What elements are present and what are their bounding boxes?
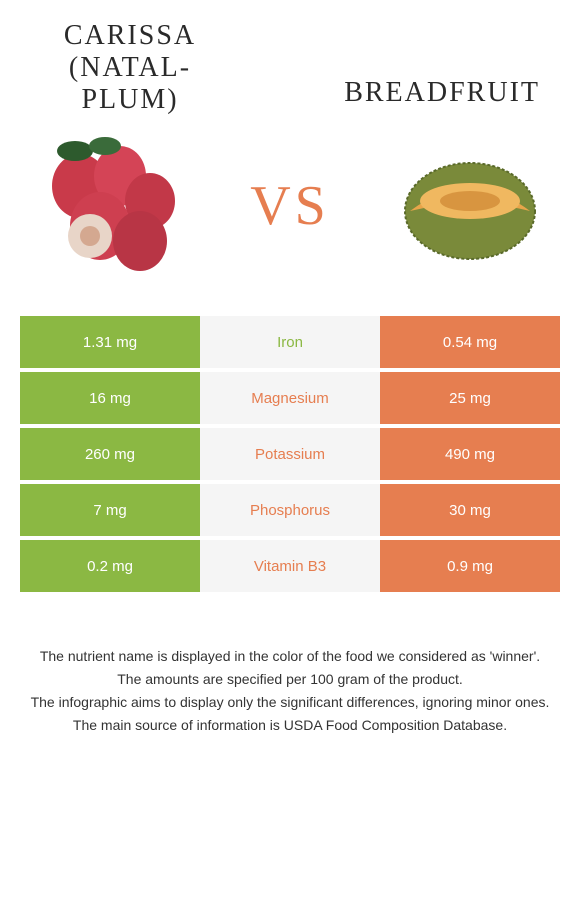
footer-line-2: The amounts are specified per 100 gram o…	[20, 669, 560, 690]
footer-line-1: The nutrient name is displayed in the co…	[20, 646, 560, 667]
left-fruit-image	[30, 126, 190, 286]
right-value: 25 mg	[380, 372, 560, 424]
nutrient-name: Potassium	[200, 428, 380, 480]
footer-notes: The nutrient name is displayed in the co…	[0, 596, 580, 758]
table-row: 7 mgPhosphorus30 mg	[20, 484, 560, 536]
right-fruit-title: BREADFRUIT	[320, 27, 540, 109]
nutrient-table: 1.31 mgIron0.54 mg16 mgMagnesium25 mg260…	[20, 316, 560, 592]
right-fruit-image	[390, 126, 550, 286]
header: CARISSA (NATAL-PLUM) BREADFRUIT	[0, 0, 580, 116]
vs-text: VS	[250, 174, 330, 238]
nutrient-name: Vitamin B3	[200, 540, 380, 592]
nutrient-name: Phosphorus	[200, 484, 380, 536]
right-value: 0.54 mg	[380, 316, 560, 368]
left-value: 1.31 mg	[20, 316, 200, 368]
left-value: 16 mg	[20, 372, 200, 424]
left-value: 0.2 mg	[20, 540, 200, 592]
table-row: 0.2 mgVitamin B30.9 mg	[20, 540, 560, 592]
right-value: 0.9 mg	[380, 540, 560, 592]
left-fruit-title: CARISSA (NATAL-PLUM)	[40, 20, 220, 116]
images-row: VS	[0, 116, 580, 316]
table-row: 260 mgPotassium490 mg	[20, 428, 560, 480]
footer-line-4: The main source of information is USDA F…	[20, 715, 560, 736]
right-value: 30 mg	[380, 484, 560, 536]
left-value: 260 mg	[20, 428, 200, 480]
table-row: 16 mgMagnesium25 mg	[20, 372, 560, 424]
left-value: 7 mg	[20, 484, 200, 536]
nutrient-name: Magnesium	[200, 372, 380, 424]
footer-line-3: The infographic aims to display only the…	[20, 692, 560, 713]
nutrient-name: Iron	[200, 316, 380, 368]
table-row: 1.31 mgIron0.54 mg	[20, 316, 560, 368]
right-value: 490 mg	[380, 428, 560, 480]
